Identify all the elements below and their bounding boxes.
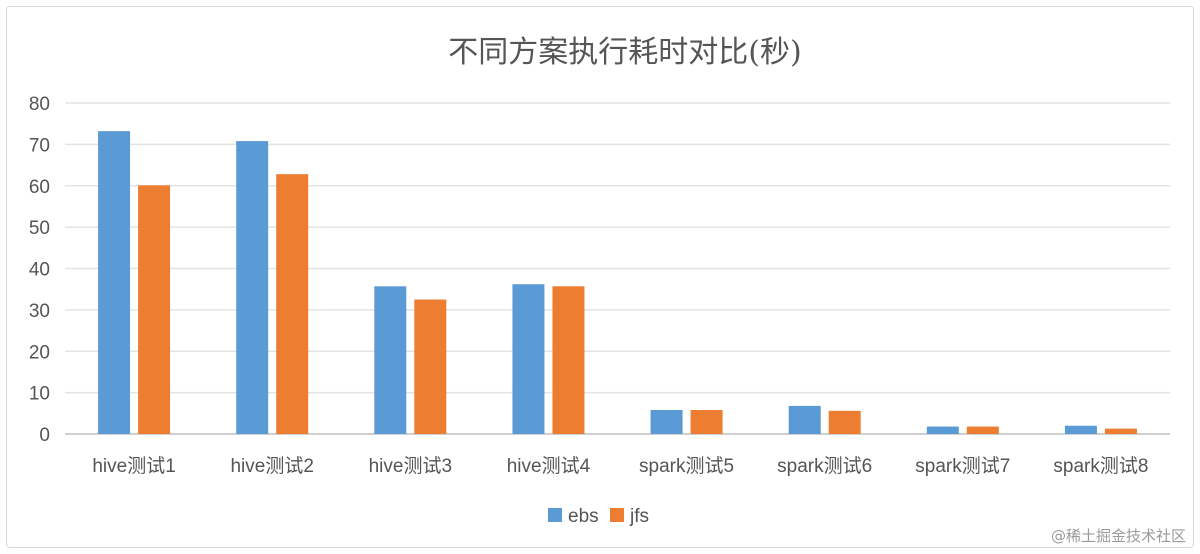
bar-jfs-6: [828, 410, 861, 434]
bar-ebs-6: [788, 405, 821, 434]
bar-ebs-3: [374, 286, 407, 434]
x-tick-label: hive测试4: [507, 455, 591, 477]
bar-jfs-5: [690, 410, 723, 434]
legend-swatch-jfs: [610, 508, 624, 522]
bar-jfs-4: [552, 286, 585, 434]
y-tick-label: 20: [29, 342, 50, 363]
x-tick-label: hive测试1: [92, 455, 175, 477]
y-tick-label: 40: [29, 260, 50, 281]
y-tick-label: 80: [29, 94, 50, 115]
x-tick-label: spark测试5: [639, 455, 734, 477]
x-tick-label: spark测试6: [777, 455, 872, 477]
bar-jfs-3: [414, 299, 447, 434]
bar-ebs-8: [1064, 425, 1097, 434]
y-tick-label: 60: [29, 177, 50, 198]
x-tick-label: spark测试8: [1053, 455, 1148, 477]
x-tick-label: hive测试2: [230, 455, 313, 477]
x-tick-label: hive测试3: [369, 455, 452, 477]
legend-label-ebs: ebs: [568, 506, 599, 527]
chart-frame: [6, 6, 1194, 548]
y-tick-label: 30: [29, 301, 50, 322]
bar-jfs-8: [1104, 428, 1137, 434]
y-tick-label: 10: [29, 384, 50, 405]
bar-jfs-7: [966, 426, 999, 434]
bar-ebs-5: [650, 410, 683, 434]
y-tick-label: 70: [29, 135, 50, 156]
bar-ebs-1: [98, 131, 131, 434]
legend-swatch-ebs: [548, 508, 562, 522]
bar-ebs-4: [512, 284, 545, 434]
y-tick-label: 0: [39, 425, 50, 446]
bar-jfs-1: [138, 185, 171, 434]
bar-jfs-2: [276, 174, 309, 435]
x-tick-label: spark测试7: [915, 455, 1010, 477]
bar-ebs-7: [926, 426, 959, 434]
legend-label-jfs: jfs: [629, 506, 649, 527]
bar-ebs-2: [236, 141, 269, 434]
y-tick-label: 50: [29, 218, 50, 239]
source-credit: @稀土掘金技术社区: [1050, 527, 1186, 545]
chart-title: 不同方案执行耗时对比(秒): [448, 35, 801, 70]
